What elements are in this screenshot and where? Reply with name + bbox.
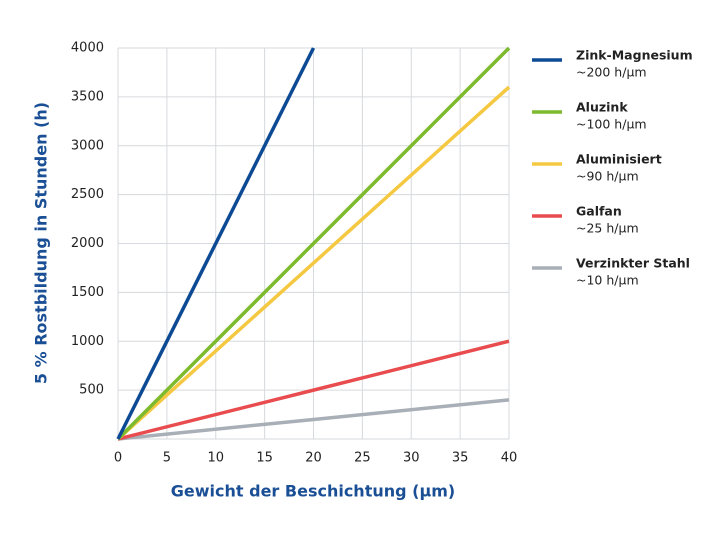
y-tick-label: 4000: [71, 41, 104, 56]
legend-rate: ~100 h/µm: [576, 117, 647, 132]
x-tick-label: 10: [207, 451, 224, 466]
y-tick-label: 500: [79, 383, 104, 398]
legend-label: Galfan: [576, 204, 622, 219]
x-tick-label: 30: [403, 451, 420, 466]
legend-label: Verzinkter Stahl: [576, 256, 690, 271]
legend-label: Aluminisiert: [576, 152, 662, 167]
x-tick-label: 20: [305, 451, 322, 466]
series-line: [117, 398, 510, 441]
y-tick-label: 2500: [71, 187, 104, 202]
y-tick-label: 1000: [71, 334, 104, 349]
x-tick-label: 15: [256, 451, 273, 466]
series-line: [116, 47, 316, 440]
series-line: [116, 46, 511, 441]
x-tick-label: 35: [452, 451, 469, 466]
legend-rate: ~200 h/µm: [576, 65, 647, 80]
x-tick-label: 0: [114, 451, 122, 466]
legend-label: Aluzink: [576, 100, 628, 115]
x-tick-label: 40: [501, 451, 518, 466]
y-tick-label: 3500: [71, 89, 104, 104]
y-axis-title: 5 % Rostbildung in Stunden (h): [32, 102, 51, 384]
y-tick-label: 2000: [71, 236, 104, 251]
legend-label: Zink-Magnesium: [576, 48, 693, 63]
legend-rate: ~10 h/µm: [576, 273, 639, 288]
x-tick-label: 25: [354, 451, 371, 466]
x-tick-label: 5: [163, 451, 171, 466]
legend-rate: ~25 h/µm: [576, 221, 639, 236]
y-tick-label: 1500: [71, 285, 104, 300]
y-tick-label: 3000: [71, 138, 104, 153]
series-line: [116, 85, 511, 441]
series-line: [117, 339, 510, 441]
legend-rate: ~90 h/µm: [576, 169, 639, 184]
x-axis-title: Gewicht der Beschichtung (µm): [171, 482, 455, 501]
